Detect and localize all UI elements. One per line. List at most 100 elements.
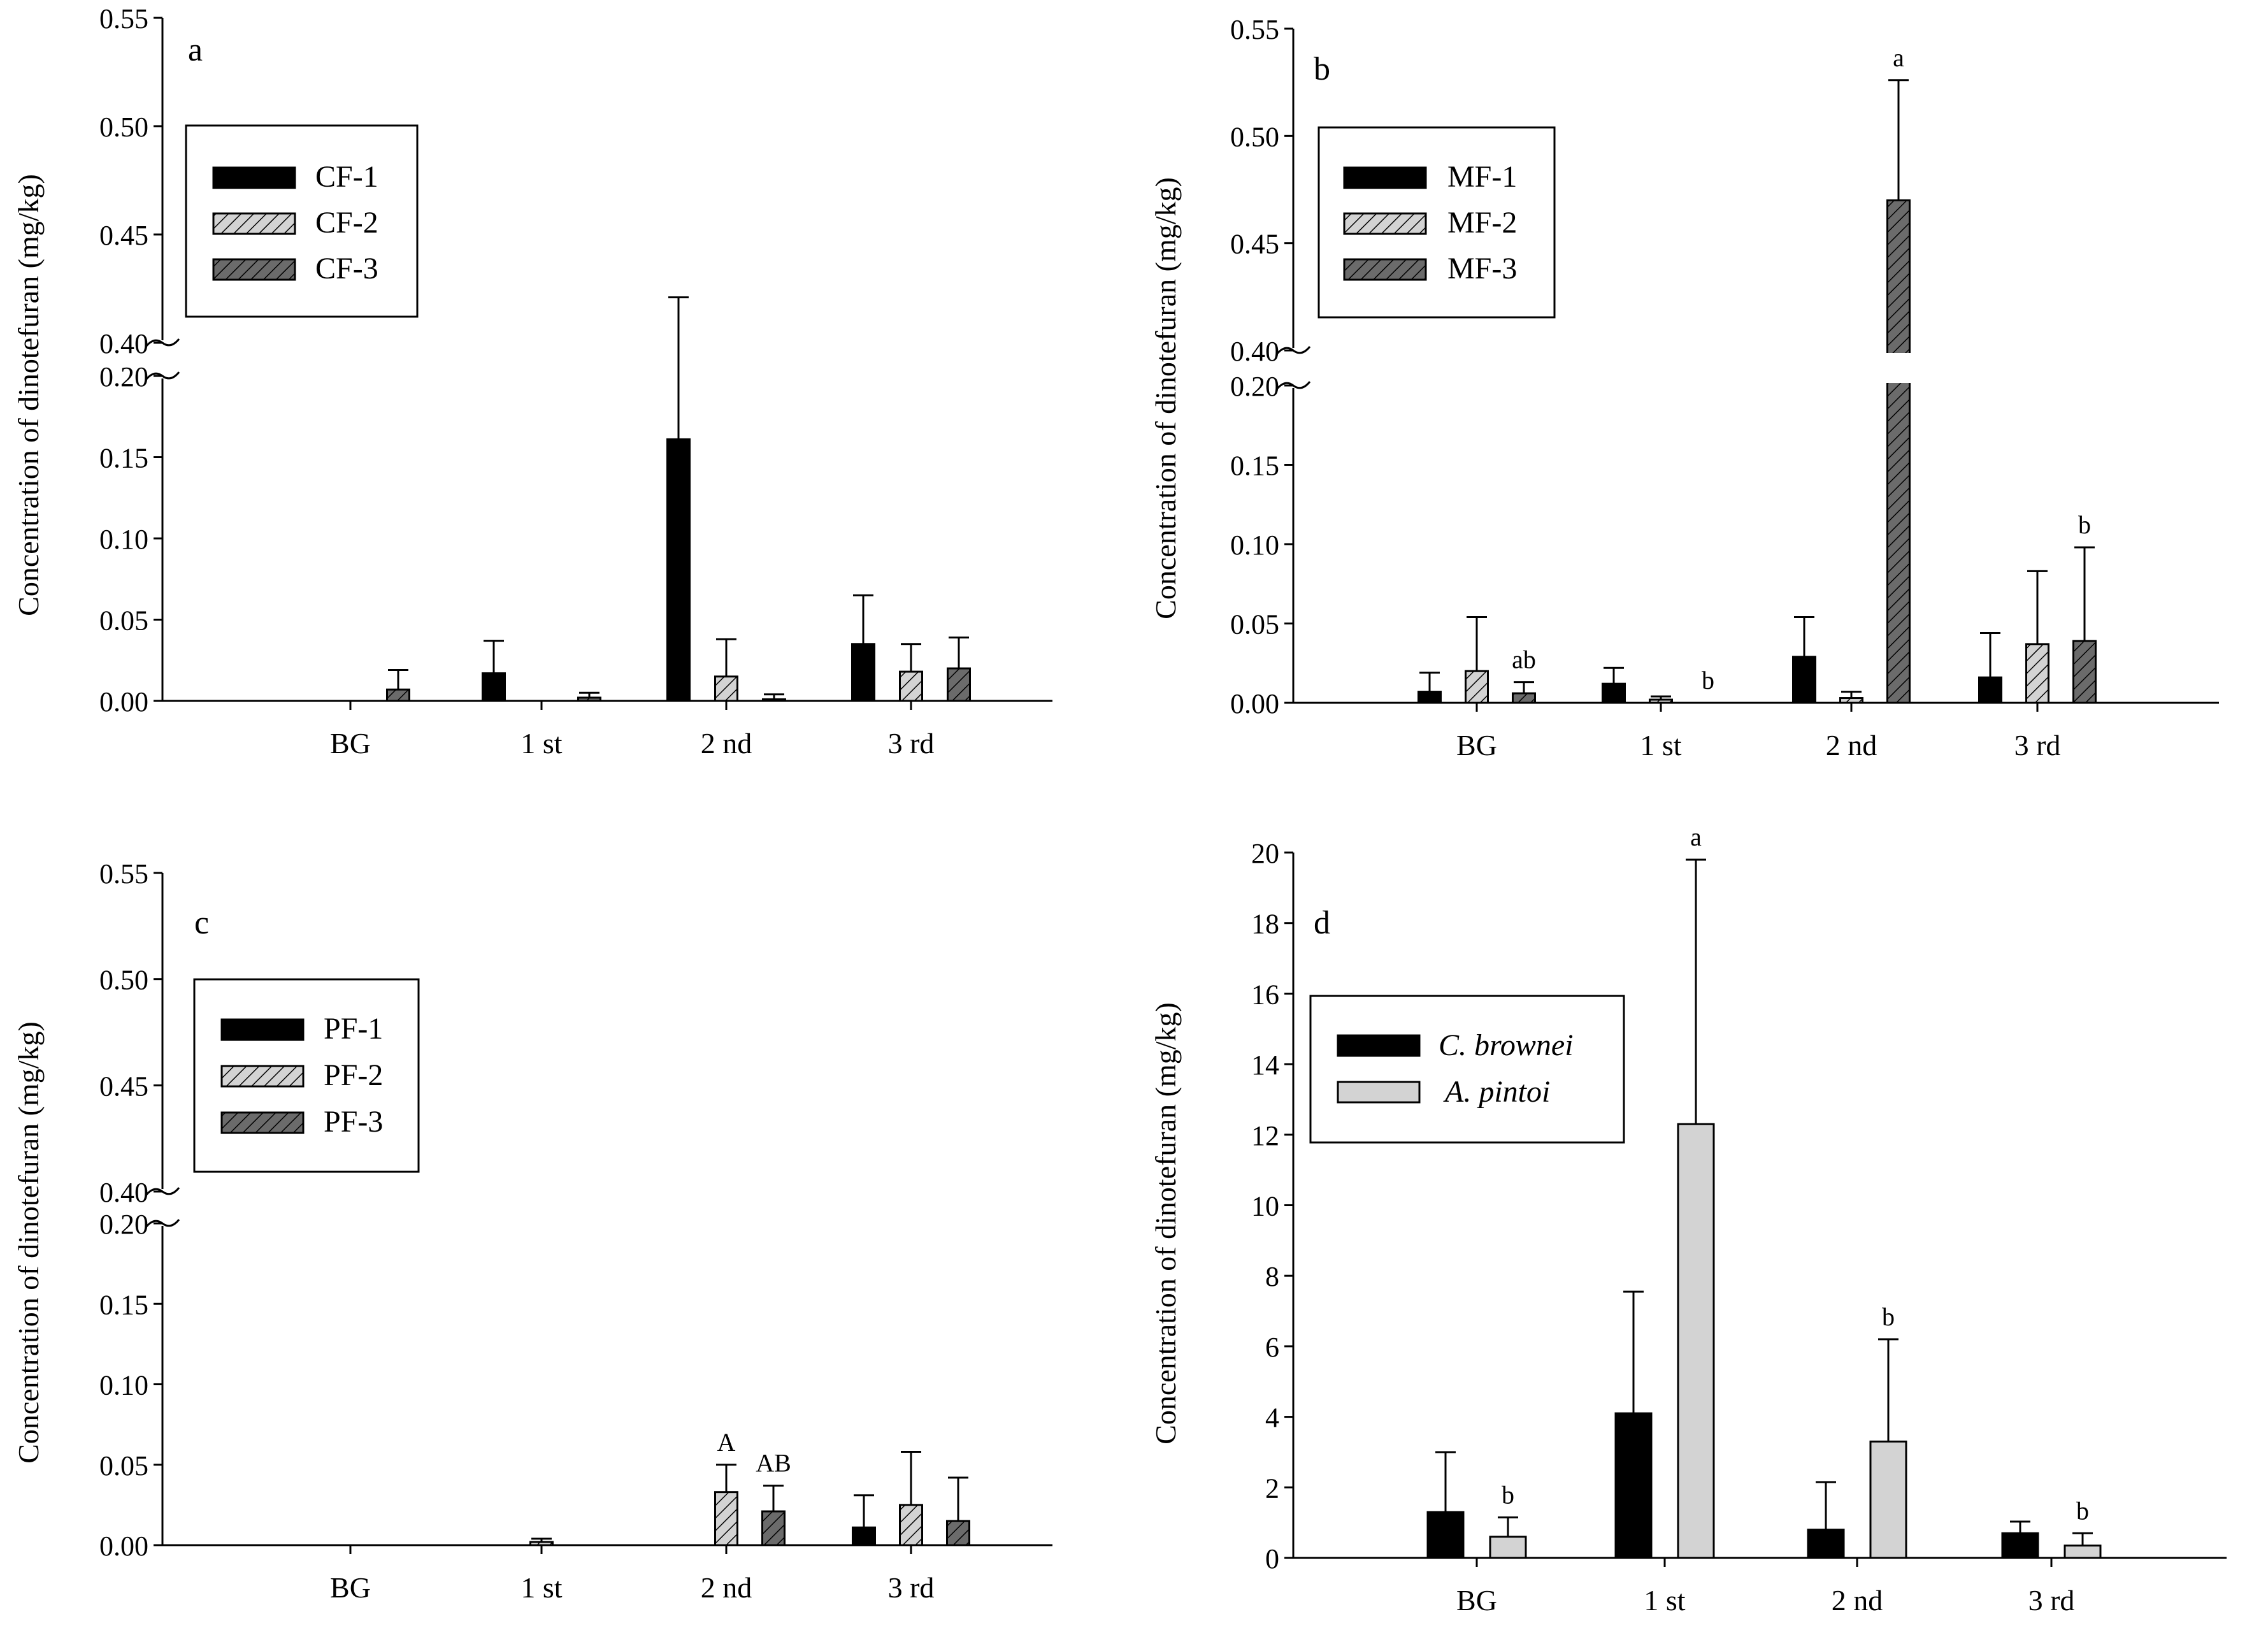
panel-c: c Concentration of dinotefuran (mg/kg) 0… — [12, 858, 1052, 1604]
legend-label: C. brownei — [1439, 1028, 1574, 1062]
bar — [1614, 1412, 1653, 1559]
legend: C. brownei A. pintoi — [1309, 995, 1625, 1144]
y-tick-label: 12 — [1251, 1120, 1279, 1151]
y-tick-label: 0.20 — [99, 361, 148, 393]
significance-label: AB — [756, 1449, 791, 1478]
significance-label: A — [717, 1428, 736, 1457]
legend-swatch — [1343, 212, 1427, 235]
y-tick-label: 0.55 — [1230, 14, 1279, 45]
bar — [1869, 1440, 1907, 1559]
bar — [714, 1491, 738, 1546]
x-tick-label: BG — [1456, 1584, 1497, 1617]
y-tick-label: 0.05 — [99, 1450, 148, 1481]
y-tick-label: 8 — [1265, 1261, 1279, 1292]
y-tick-label: 0.20 — [1230, 371, 1279, 402]
bar — [1886, 199, 1911, 704]
legend-swatch — [220, 1065, 305, 1088]
x-tick-label: BG — [330, 1571, 371, 1604]
legend-label: CF-2 — [315, 206, 378, 240]
axis-break-mark — [1275, 346, 1311, 355]
y-tick-label: 20 — [1251, 838, 1279, 869]
bar — [899, 1504, 923, 1546]
y-tick-label: 0.15 — [99, 443, 148, 474]
legend-label: CF-3 — [315, 252, 378, 285]
panel-a: a Concentration of dinotefuran (mg/kg) 0… — [12, 3, 1052, 760]
bar — [482, 672, 506, 702]
legend-label: MF-3 — [1447, 252, 1517, 285]
bar — [2063, 1545, 2102, 1559]
significance-label: ab — [1512, 645, 1536, 674]
y-tick-label: 0.50 — [99, 965, 148, 996]
significance-label: b — [2078, 510, 2091, 539]
significance-label: b — [1882, 1302, 1895, 1331]
legend: PF-1 PF-2 PF-3 — [193, 978, 420, 1173]
legend: MF-1 MF-2 MF-3 — [1317, 126, 1556, 319]
y-tick-label: 6 — [1265, 1332, 1279, 1363]
y-tick-label: 0.50 — [1230, 121, 1279, 152]
y-tick-label: 0.15 — [99, 1289, 148, 1320]
x-tick-label: 3 rd — [888, 727, 935, 760]
legend-swatch — [1343, 166, 1427, 189]
bar — [947, 667, 971, 702]
panel-label: d — [1314, 905, 1330, 941]
bar — [1602, 682, 1626, 704]
axis-break-mark — [145, 338, 180, 347]
panel-label: c — [194, 905, 209, 941]
bar — [714, 675, 738, 702]
bar — [1418, 691, 1442, 704]
panel-b: b Concentration of dinotefuran (mg/kg) 0… — [1149, 14, 2219, 761]
bar — [1512, 692, 1536, 704]
y-tick-label: 0.50 — [99, 112, 148, 143]
panel-label: b — [1314, 51, 1330, 87]
x-tick-label: 1 st — [1644, 1584, 1685, 1617]
bar — [386, 688, 410, 702]
y-tick-label: 16 — [1251, 979, 1279, 1010]
bar — [1426, 1511, 1465, 1559]
bar — [2025, 643, 2049, 704]
bar — [946, 1520, 970, 1546]
y-axis-title: Concentration of dinotefuran (mg/kg) — [1149, 1002, 1182, 1444]
bar — [2072, 640, 2097, 704]
x-tick-label: 3 rd — [2014, 729, 2061, 761]
y-tick-label: 0.15 — [1230, 450, 1279, 482]
bar-break-gap — [1885, 353, 1912, 383]
y-tick-label: 0.55 — [99, 3, 148, 34]
y-tick-label: 0.00 — [99, 1531, 148, 1562]
legend-label: PF-1 — [324, 1012, 383, 1046]
y-tick-label: 0.20 — [99, 1209, 148, 1240]
legend-box — [1309, 995, 1625, 1144]
bar — [1677, 1123, 1715, 1559]
bar — [1489, 1536, 1527, 1559]
y-tick-label: 0.45 — [1230, 229, 1279, 260]
y-axis-title: Concentration of dinotefuran (mg/kg) — [12, 1021, 45, 1464]
legend-swatch — [220, 1111, 305, 1134]
bar — [1978, 676, 2002, 704]
bar — [1465, 670, 1489, 704]
y-tick-label: 4 — [1265, 1402, 1279, 1434]
legend-label: PF-2 — [324, 1058, 383, 1092]
legend-label: MF-1 — [1447, 160, 1517, 194]
y-tick-label: 0.45 — [99, 220, 148, 251]
axis-break-mark — [145, 1219, 180, 1228]
y-tick-label: 0.45 — [99, 1070, 148, 1102]
y-tick-label: 0.00 — [1230, 688, 1279, 719]
y-tick-label: 0.40 — [1230, 336, 1279, 367]
bar — [851, 643, 875, 702]
y-tick-label: 0.10 — [99, 524, 148, 555]
bar — [2001, 1532, 2039, 1559]
legend-label: MF-2 — [1447, 206, 1517, 240]
significance-label: b — [2076, 1496, 2089, 1525]
y-tick-label: 0.40 — [99, 1177, 148, 1208]
y-axis-title: Concentration of dinotefuran (mg/kg) — [1149, 177, 1182, 619]
y-tick-label: 0 — [1265, 1543, 1279, 1574]
x-tick-label: BG — [1456, 729, 1497, 761]
legend-swatch — [1337, 1081, 1421, 1104]
bar — [666, 438, 691, 702]
y-tick-label: 0.55 — [99, 858, 148, 890]
x-tick-label: 2 nd — [701, 1571, 752, 1604]
y-tick-label: 18 — [1251, 909, 1279, 940]
x-tick-label: 3 rd — [2028, 1584, 2075, 1617]
axis-break-mark — [145, 371, 180, 380]
y-axis-title: Concentration of dinotefuran (mg/kg) — [12, 174, 45, 616]
